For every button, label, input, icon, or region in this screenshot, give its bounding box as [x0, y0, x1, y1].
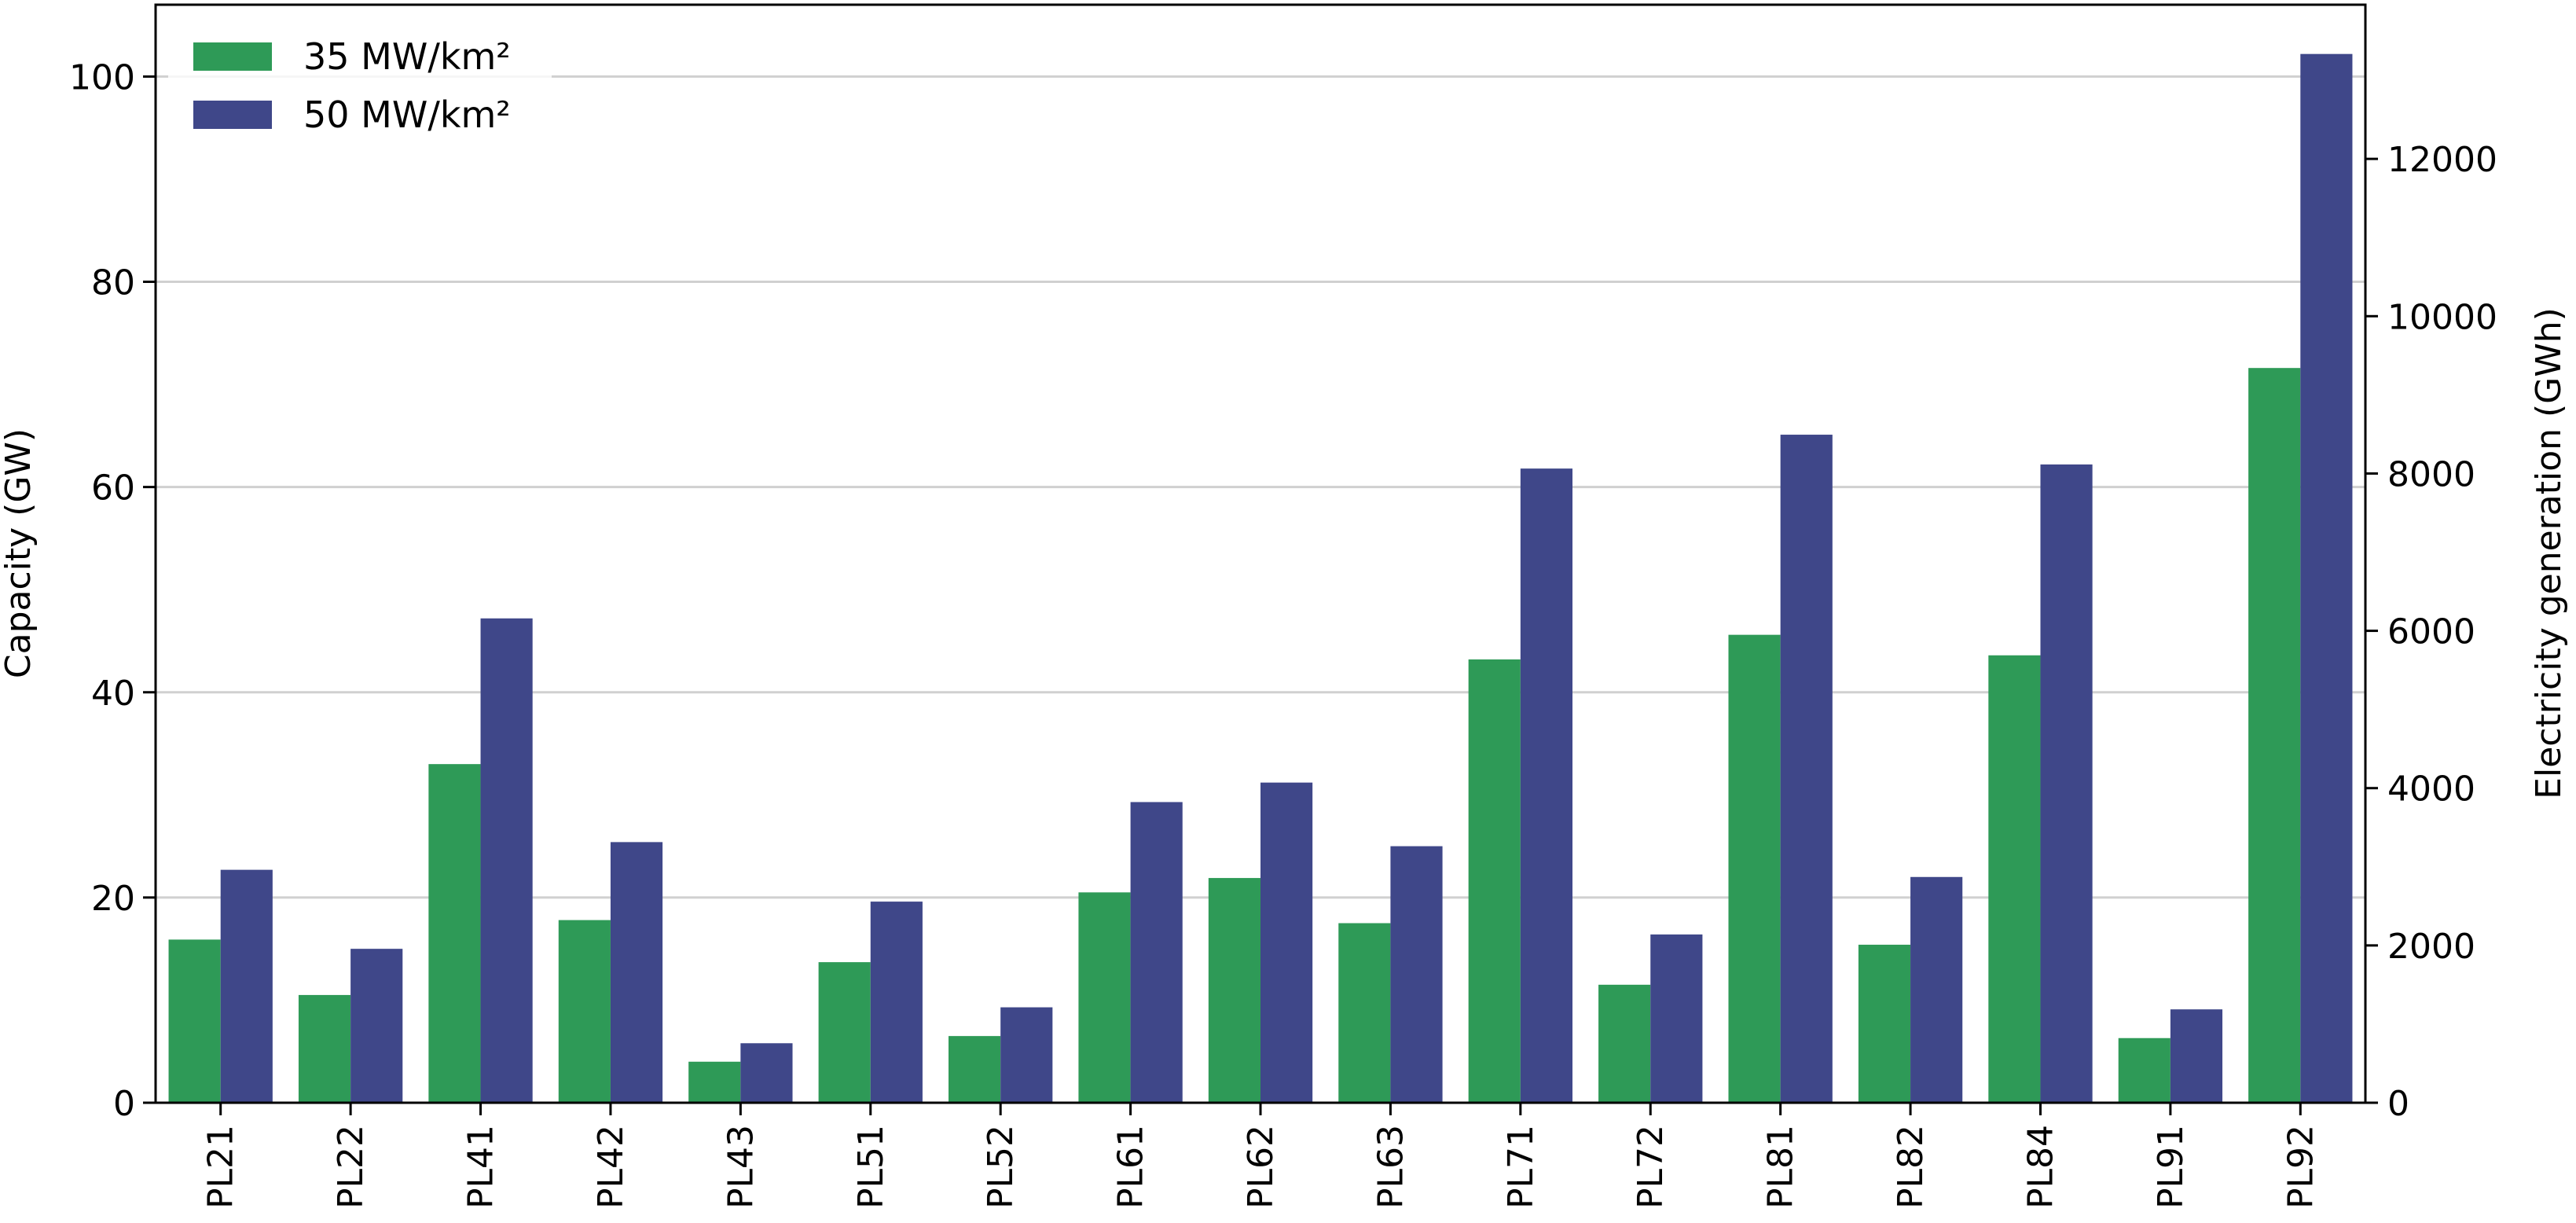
bar-pl43-35 — [688, 1061, 741, 1103]
y-tick-label: 80 — [91, 263, 135, 303]
legend: 35 MW/km² 50 MW/km² — [168, 20, 552, 151]
x-tick-label: PL21 — [201, 1125, 241, 1209]
y-tick-label: 0 — [113, 1084, 135, 1124]
x-tick-label: PL82 — [1891, 1125, 1931, 1209]
bar-pl52-50 — [1000, 1007, 1053, 1103]
bar-pl91-35 — [2118, 1038, 2171, 1103]
bar-pl91-50 — [2170, 1009, 2223, 1103]
x-tick-label: PL22 — [331, 1125, 371, 1209]
bar-pl61-35 — [1078, 892, 1131, 1103]
bar-pl42-50 — [610, 842, 663, 1103]
bar-pl84-50 — [2040, 464, 2093, 1103]
y-axis-label: Capacity (GW) — [0, 428, 39, 678]
x-tick-label: PL42 — [591, 1125, 631, 1209]
bar-pl71-35 — [1468, 659, 1521, 1103]
bars — [168, 53, 2353, 1103]
y2-tick-label: 2000 — [2387, 927, 2475, 967]
x-tick-label: PL43 — [721, 1125, 761, 1209]
bar-pl41-50 — [480, 618, 533, 1103]
bar-pl61-50 — [1130, 802, 1183, 1103]
x-tick-label: PL81 — [1761, 1125, 1801, 1209]
y-tick-label: 100 — [69, 57, 135, 97]
y2-tick-label: 0 — [2387, 1084, 2409, 1124]
right-axis-ticks: 0 2000 4000 6000 8000 10000 12000 — [2365, 140, 2497, 1124]
bar-pl41-35 — [428, 764, 481, 1103]
bar-pl92-50 — [2300, 53, 2353, 1103]
bar-pl81-35 — [1728, 634, 1781, 1103]
bar-pl21-50 — [220, 869, 273, 1103]
bar-pl62-35 — [1208, 878, 1260, 1103]
y2-tick-label: 6000 — [2387, 612, 2475, 652]
x-tick-label: PL51 — [851, 1125, 891, 1209]
bar-pl92-35 — [2248, 368, 2301, 1103]
bar-pl84-35 — [1988, 655, 2041, 1103]
x-axis-ticks: PL21 PL22 PL41 PL42 PL43 PL51 PL52 PL61 PL62 PL63… — [201, 1103, 2321, 1209]
bar-pl52-35 — [949, 1036, 1001, 1103]
bar-pl42-35 — [558, 920, 611, 1103]
x-tick-label: PL41 — [461, 1125, 501, 1209]
y2-axis-label: Electricity generation (GWh) — [2529, 307, 2569, 799]
x-tick-label: PL92 — [2281, 1125, 2321, 1209]
y-tick-label: 20 — [91, 879, 135, 919]
x-tick-label: PL72 — [1631, 1125, 1671, 1209]
bar-pl72-50 — [1650, 934, 1703, 1103]
y2-tick-label: 10000 — [2387, 297, 2497, 337]
bar-pl63-50 — [1390, 846, 1443, 1103]
x-tick-label: PL71 — [1501, 1125, 1541, 1209]
legend-swatch-35 — [193, 42, 272, 71]
bar-pl51-35 — [818, 962, 871, 1103]
bar-pl22-35 — [298, 994, 351, 1103]
x-tick-label: PL84 — [2020, 1125, 2060, 1209]
y-tick-label: 40 — [91, 674, 135, 714]
y2-tick-label: 8000 — [2387, 454, 2475, 494]
y2-tick-label: 4000 — [2387, 769, 2475, 810]
y-tick-label: 60 — [91, 468, 135, 509]
bar-pl72-35 — [1598, 984, 1651, 1103]
bar-pl71-50 — [1520, 468, 1572, 1103]
x-tick-label: PL52 — [981, 1125, 1021, 1209]
legend-swatch-50 — [193, 101, 272, 129]
x-tick-label: PL61 — [1111, 1125, 1151, 1209]
bar-pl22-50 — [350, 949, 403, 1103]
x-tick-label: PL63 — [1371, 1125, 1411, 1209]
legend-label-35: 35 MW/km² — [303, 35, 511, 78]
bar-pl21-35 — [168, 939, 221, 1103]
bar-pl62-50 — [1260, 782, 1313, 1103]
bar-pl82-50 — [1910, 876, 1963, 1103]
y2-tick-label: 12000 — [2387, 140, 2497, 180]
bar-pl43-50 — [740, 1043, 793, 1103]
left-axis-ticks: 0 20 40 60 80 100 — [69, 57, 156, 1124]
bar-pl51-50 — [870, 902, 923, 1103]
bar-pl82-35 — [1858, 944, 1911, 1103]
bar-pl81-50 — [1780, 435, 1833, 1103]
legend-label-50: 50 MW/km² — [303, 94, 511, 136]
x-tick-label: PL91 — [2151, 1125, 2191, 1209]
x-tick-label: PL62 — [1241, 1125, 1281, 1209]
bar-pl63-35 — [1338, 923, 1391, 1103]
